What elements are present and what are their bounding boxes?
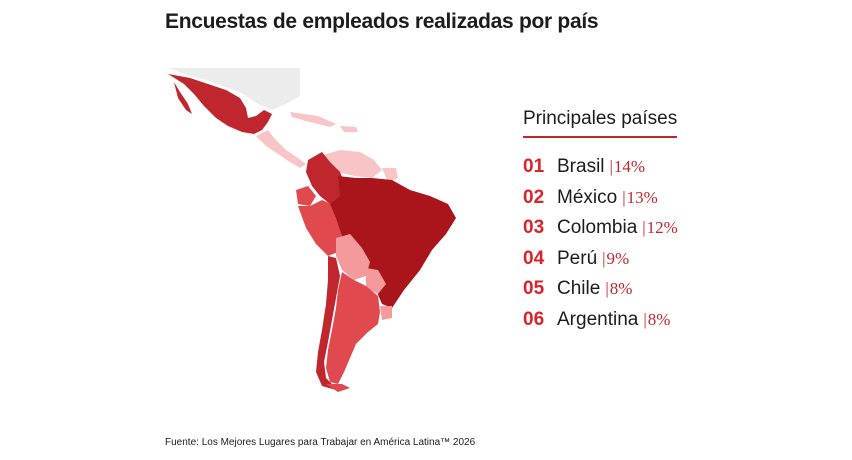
map-region-brazil: [330, 176, 456, 308]
separator: |: [643, 309, 647, 329]
map-region-tierra-del-fuego: [326, 384, 350, 392]
ranking-item: 02 México | 13%: [523, 183, 723, 214]
map-region-venezuela: [320, 150, 382, 178]
separator: |: [602, 248, 606, 268]
rank-number: 01: [523, 156, 545, 178]
country-name: Chile: [557, 278, 601, 300]
map-region-colombia: [306, 152, 346, 204]
separator: |: [642, 218, 646, 238]
map-region-mexico: [168, 74, 272, 134]
map-region-peru: [298, 200, 344, 256]
ranking-item: 03 Colombia | 12%: [523, 213, 723, 244]
source-note: Fuente: Los Mejores Lugares para Trabaja…: [165, 437, 476, 448]
rank-number: 06: [523, 308, 545, 330]
separator: |: [622, 187, 626, 207]
rank-number: 05: [523, 278, 545, 300]
map-region-hispaniola: [340, 126, 358, 132]
map-region-bolivia: [336, 234, 370, 280]
map-region-usa: [168, 68, 300, 110]
separator: |: [609, 157, 613, 177]
country-percent: 8%: [609, 279, 633, 299]
map-region-uruguay: [380, 306, 392, 320]
map-region-argentina: [326, 272, 380, 384]
panel-title: Principales países: [523, 108, 678, 138]
page-title: Encuestas de empleados realizadas por pa…: [165, 10, 599, 33]
rank-number: 03: [523, 217, 545, 239]
ranking-item: 01 Brasil | 14%: [523, 152, 723, 183]
ranking-item: 06 Argentina | 8%: [523, 305, 723, 336]
country-name: Colombia: [557, 217, 638, 239]
country-name: México: [557, 186, 618, 208]
ranking-item: 05 Chile | 8%: [523, 274, 723, 305]
country-name: Perú: [557, 247, 598, 269]
latin-america-map: [160, 64, 480, 394]
ranking-list: 01 Brasil | 14% 02 México | 13% 03 Colom…: [523, 152, 723, 335]
map-region-central-america: [256, 130, 306, 168]
map-svg: [168, 68, 456, 392]
rank-number: 04: [523, 247, 545, 269]
map-region-ecuador: [296, 186, 316, 206]
country-percent: 14%: [613, 157, 646, 177]
country-percent: 12%: [646, 218, 678, 238]
map-region-chile: [316, 256, 348, 390]
country-percent: 9%: [606, 248, 630, 268]
country-percent: 13%: [626, 187, 658, 207]
top-countries-panel: Principales países 01 Brasil | 14% 02 Mé…: [523, 108, 723, 335]
map-region-guyanas: [382, 168, 398, 182]
map-region-paraguay: [366, 268, 386, 294]
map-region-cuba: [290, 112, 336, 127]
separator: |: [605, 279, 609, 299]
country-percent: 8%: [647, 309, 671, 329]
country-name: Argentina: [557, 308, 639, 330]
rank-number: 02: [523, 186, 545, 208]
country-name: Brasil: [557, 156, 605, 178]
ranking-item: 04 Perú | 9%: [523, 244, 723, 275]
